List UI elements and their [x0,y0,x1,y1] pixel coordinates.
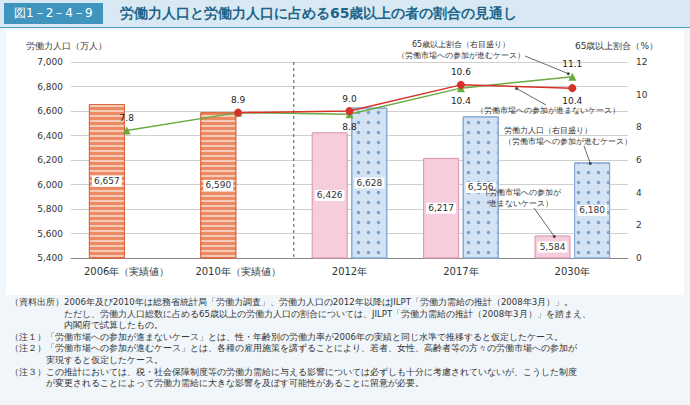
svg-text:（労働市場への参加が: （労働市場への参加が [481,188,562,197]
svg-text:10.4: 10.4 [451,96,471,106]
svg-text:6,800: 6,800 [37,82,63,92]
svg-text:12: 12 [636,57,647,67]
svg-text:65歳以上割合（右目盛り）: 65歳以上割合（右目盛り） [412,40,510,49]
svg-text:6,600: 6,600 [37,106,63,116]
svg-text:2030年: 2030年 [555,266,590,277]
svg-text:6: 6 [636,155,642,165]
svg-text:（労働市場への参加が進むケース）: （労働市場への参加が進むケース） [397,51,525,60]
svg-text:7.8: 7.8 [120,113,135,123]
svg-text:5,600: 5,600 [37,229,63,239]
svg-text:7,000: 7,000 [37,57,63,67]
html-text:ただし、労働力人口総数に占める65歳以上の労働力人口の割合に: ただし、労働力人口総数に占める65歳以上の労働力人口の割合については、JILPT… [64,308,591,319]
svg-text:2010年（実績値）: 2010年（実績値） [195,266,280,277]
html-text:が変更されることによって労働力需給に大きな影響を及ぼす可能性: が変更されることによって労働力需給に大きな影響を及ぼす可能性があることに留意が必… [46,378,424,389]
svg-text:労働力人口（万人）: 労働力人口（万人） [26,41,107,51]
svg-text:10.4: 10.4 [562,96,582,106]
svg-text:6,400: 6,400 [37,131,63,141]
svg-text:65歳以上割合（%）: 65歳以上割合（%） [575,41,658,51]
svg-text:0: 0 [636,253,642,263]
svg-text:2012年: 2012年 [332,266,367,277]
svg-text:5,400: 5,400 [37,253,63,263]
svg-text:8: 8 [636,122,642,132]
svg-text:（労働市場への参加が進むケース）: （労働市場への参加が進むケース） [504,137,632,146]
svg-text:11.1: 11.1 [562,59,582,69]
html-text:（注３）この推計においては、税・社会保障制度等の労働力需給に: （注３）この推計においては、税・社会保障制度等の労働力需給に与える影響については… [10,366,577,377]
svg-text:10.6: 10.6 [451,67,471,77]
svg-text:8.8: 8.8 [342,122,357,132]
svg-text:2006年（実績値）: 2006年（実績値） [84,266,169,277]
svg-text:6,590: 6,590 [205,180,231,190]
svg-text:6,628: 6,628 [356,178,382,188]
svg-text:2: 2 [636,220,642,230]
svg-text:（労働市場への参加が進まないケース）: （労働市場への参加が進まないケース） [476,106,620,115]
html-text:（注２）「労働市場への参加が進むケース」とは、各種の雇用施策: （注２）「労働市場への参加が進むケース」とは、各種の雇用施策を講ずることにより、… [10,343,577,354]
html-text:（資料出所）2006年及び2010年は総務省統計局「労働力調: （資料出所）2006年及び2010年は総務省統計局「労働力調査」、労働力人口の2… [10,297,574,307]
svg-text:5,800: 5,800 [37,204,63,214]
svg-text:6,000: 6,000 [37,180,63,190]
svg-text:6,657: 6,657 [94,176,120,186]
html-text:図1－2－4－9: 図1－2－4－9 [14,6,93,20]
html-text:内閣府で試算したもの。: 内閣府で試算したもの。 [64,320,163,331]
svg-text:6,180: 6,180 [579,205,605,215]
svg-text:6,426: 6,426 [317,190,343,200]
svg-text:6,217: 6,217 [428,203,454,213]
svg-text:4: 4 [636,188,642,198]
html-text:労働力人口と労働力人口に占める65歳以上の者の割合の見通し: 労働力人口と労働力人口に占める65歳以上の者の割合の見通し [120,5,518,21]
html-text:実現すると仮定したケース。: 実現すると仮定したケース。 [46,355,163,365]
svg-text:労働力人口（右目盛り）: 労働力人口（右目盛り） [504,126,592,135]
svg-text:2017年: 2017年 [443,266,478,277]
svg-text:8.9: 8.9 [231,95,246,105]
svg-text:6,200: 6,200 [37,155,63,165]
svg-text:10: 10 [636,90,648,100]
html-text:（注１）「労働市場への参加が進まないケース」とは、性・年齢別: （注１）「労働市場への参加が進まないケース」とは、性・年齢別の労働力率が2006… [10,331,563,342]
svg-text:9.0: 9.0 [342,94,357,104]
svg-text:進まないケース）: 進まないケース） [489,199,553,208]
svg-text:5,584: 5,584 [540,242,566,252]
